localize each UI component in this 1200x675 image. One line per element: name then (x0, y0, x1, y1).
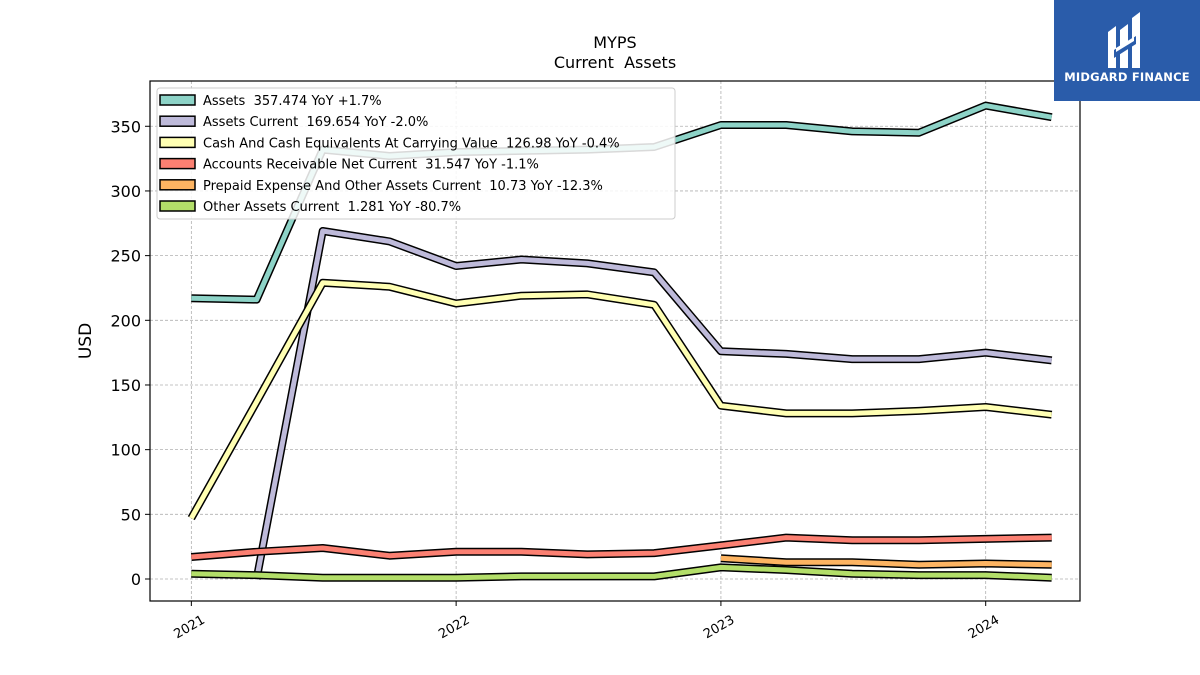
plot-frame (149, 80, 1081, 602)
series-5 (720, 554, 1052, 569)
y-tick-label: 150 (110, 376, 141, 395)
y-tick-label: 100 (110, 441, 141, 460)
legend-swatch (159, 200, 196, 212)
series-line-outline (187, 278, 1053, 521)
legend-swatch (159, 136, 196, 149)
series-line (720, 555, 1052, 568)
legend-label: Prepaid Expense And Other Assets Current… (203, 179, 603, 194)
series-6 (191, 563, 1052, 582)
y-tick-label: 0 (131, 570, 141, 589)
legend-box (156, 87, 676, 220)
legend-swatch (159, 157, 196, 170)
y-tick-label: 250 (110, 247, 141, 266)
midgard-logo-icon (1108, 12, 1140, 68)
legend-swatch (159, 179, 196, 191)
x-tick-label: 2022 (436, 613, 472, 643)
legend-swatch (159, 94, 196, 106)
legend-label: Accounts Receivable Net Current 31.547 Y… (203, 158, 539, 173)
x-axis: 2021 2022 2023 2024 (172, 601, 1002, 643)
chart-subtitle: Current Assets (554, 53, 676, 72)
legend-swatch (159, 115, 196, 127)
x-tick-label: 2021 (172, 613, 208, 643)
y-tick-label: 300 (110, 182, 141, 201)
legend-label: Assets 357.474 YoY +1.7% (203, 94, 382, 109)
brand-logo: MIDGARD FINANCE (1054, 0, 1200, 101)
x-tick-label: 2024 (966, 613, 1002, 643)
legend-label: Other Assets Current 1.281 YoY -80.7% (203, 200, 461, 215)
series-line (254, 228, 1052, 580)
series-4 (190, 533, 1052, 561)
legend-item: Prepaid Expense And Other Assets Current… (159, 179, 603, 194)
brand-name: MIDGARD FINANCE (1064, 70, 1190, 84)
series-line (189, 280, 1052, 520)
y-axis: 0 50 100 150 200 250 300 350 (110, 117, 150, 589)
y-tick-label: 50 (121, 505, 141, 524)
legend-item: Assets 357.474 YoY +1.7% (159, 94, 382, 109)
y-tick-label: 200 (110, 311, 141, 330)
legend: Assets 357.474 YoY +1.7% Assets Current 1… (156, 87, 676, 220)
x-tick-label: 2023 (701, 613, 737, 643)
series-line (191, 564, 1052, 581)
y-tick-label: 350 (110, 117, 141, 136)
y-axis-label: USD (76, 323, 96, 359)
legend-label: Cash And Cash Equivalents At Carrying Va… (203, 136, 620, 151)
chart-title: MYPS (593, 33, 636, 52)
legend-item: Other Assets Current 1.281 YoY -80.7% (159, 200, 461, 215)
legend-label: Assets Current 169.654 YoY -2.0% (203, 115, 428, 130)
legend-item: Cash And Cash Equivalents At Carrying Va… (159, 136, 620, 151)
series-3 (187, 278, 1053, 521)
legend-item: Accounts Receivable Net Current 31.547 Y… (159, 157, 539, 173)
legend-item: Assets Current 169.654 YoY -2.0% (159, 115, 428, 130)
series-2 (252, 227, 1053, 580)
series-line (191, 535, 1052, 560)
